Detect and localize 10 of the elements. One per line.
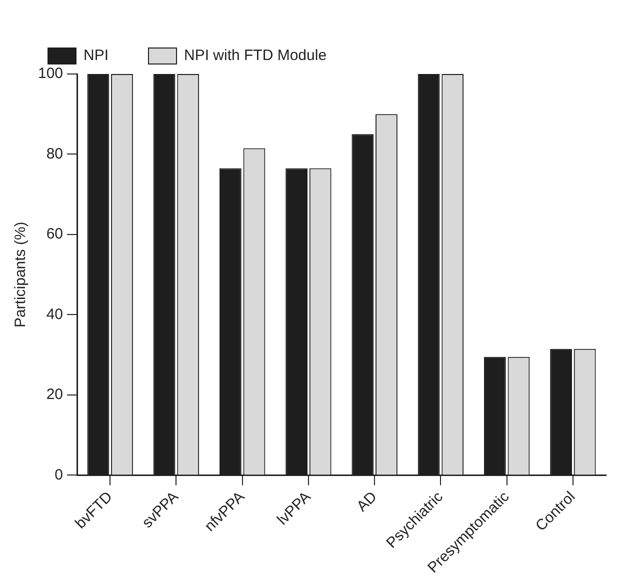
y-axis-title: Participants (%) — [12, 222, 30, 328]
y-tick-label: 20 — [46, 386, 64, 404]
y-tick-label: 40 — [46, 306, 64, 323]
legend-label: NPI — [84, 47, 109, 64]
legend-label: NPI with FTD Module — [184, 47, 327, 64]
y-tick-label: 0 — [54, 466, 64, 484]
x-tick-label: AD — [354, 488, 380, 516]
y-tick-label: 60 — [46, 226, 64, 243]
y-tick-label: 100 — [38, 65, 64, 82]
y-tick-label: 80 — [46, 145, 64, 162]
